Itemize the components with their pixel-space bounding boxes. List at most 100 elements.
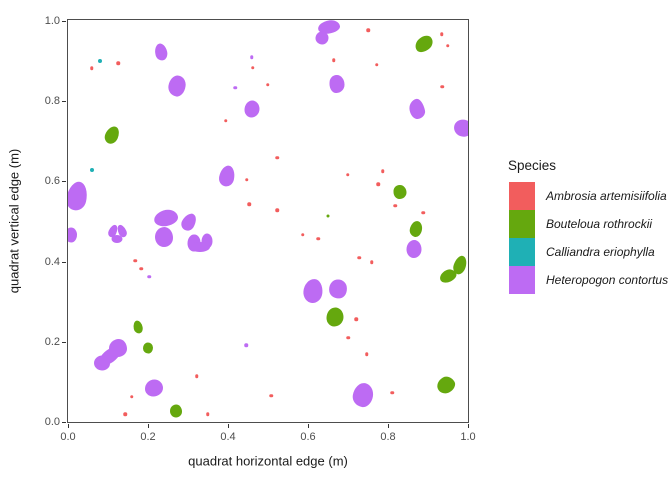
y-axis-title: quadrat vertical edge (m) (6, 148, 22, 294)
data-point (380, 169, 385, 173)
data-point (300, 232, 305, 237)
data-blob (327, 277, 349, 300)
data-point (366, 28, 370, 32)
data-point (194, 374, 199, 379)
data-point (139, 266, 143, 271)
data-point (421, 211, 426, 215)
plot-panel (67, 19, 469, 423)
x-tick-mark (388, 424, 389, 428)
data-blob (326, 307, 344, 327)
y-tick-label: 1.0 (44, 15, 60, 27)
data-point (332, 58, 336, 62)
y-tick-mark (62, 341, 66, 343)
data-blob (315, 31, 329, 45)
data-point (440, 84, 444, 89)
data-blob (167, 74, 187, 98)
data-point (374, 63, 379, 67)
data-blob (68, 180, 90, 213)
data-point (123, 412, 127, 416)
legend-entry-label: Ambrosia artemisiifolia (546, 189, 667, 203)
legend-entry: Heteropogon contortus (500, 266, 668, 294)
data-blob (451, 116, 468, 139)
data-point (250, 65, 255, 70)
data-point (364, 352, 369, 356)
data-blob (132, 319, 144, 335)
data-blob (145, 379, 164, 397)
data-blob (351, 381, 375, 409)
data-point (233, 86, 238, 90)
data-point (346, 173, 350, 177)
y-tick-mark (62, 101, 66, 103)
data-blob (329, 74, 345, 93)
legend-key-swatch (509, 182, 535, 210)
x-tick-label: 0.6 (300, 431, 316, 443)
x-tick-label: 0.2 (140, 431, 156, 443)
y-tick-label: 0.6 (44, 175, 60, 188)
data-blob (68, 227, 77, 243)
legend-entry-label: Bouteloua rothrockii (546, 217, 653, 231)
data-blob (152, 208, 180, 229)
data-point (244, 343, 248, 347)
data-point (266, 82, 270, 87)
y-tick-mark (62, 181, 66, 183)
data-point (247, 202, 252, 206)
legend-key-swatch (509, 238, 535, 266)
data-blob (102, 123, 122, 146)
data-point (275, 208, 279, 213)
x-tick-mark (468, 424, 469, 428)
data-point (224, 118, 228, 123)
data-blob (111, 234, 123, 243)
y-tick-label: 0.0 (44, 416, 60, 428)
y-tick-mark (62, 261, 66, 263)
legend-entry: Calliandra eriophylla (500, 238, 668, 266)
data-blob (201, 233, 213, 249)
y-tick-label: 0.2 (44, 335, 60, 348)
data-blob (406, 239, 422, 258)
data-point (390, 391, 394, 395)
y-tick-label: 0.8 (44, 95, 60, 108)
data-blob (155, 226, 174, 247)
y-tick-mark (62, 21, 66, 22)
data-point (89, 167, 94, 172)
data-blob (170, 404, 183, 418)
data-point (354, 317, 358, 321)
data-point (90, 66, 94, 70)
data-point (316, 237, 320, 241)
legend-entry-label: Heteropogon contortus (546, 273, 669, 287)
data-point (130, 395, 134, 399)
data-point (275, 155, 279, 160)
data-blob (407, 97, 427, 120)
x-tick-label: 0.4 (220, 431, 236, 443)
legend: Species Ambrosia artemisiifolia Bouteloua… (500, 158, 668, 294)
legend-key-swatch (509, 210, 535, 238)
data-point (393, 203, 397, 208)
x-tick-mark (148, 424, 149, 428)
data-point (244, 177, 249, 182)
x-tick-mark (68, 424, 69, 428)
data-point (147, 274, 152, 279)
data-blob (302, 278, 324, 305)
data-blob (244, 100, 260, 118)
data-point (206, 412, 210, 416)
data-blob (217, 163, 237, 188)
data-point (446, 43, 450, 48)
data-blob (178, 210, 200, 233)
data-point (440, 32, 444, 36)
data-blob (408, 219, 424, 238)
data-point (376, 182, 380, 186)
legend-title: Species (508, 158, 557, 173)
data-point (370, 260, 374, 264)
data-point (116, 61, 120, 66)
x-tick-label: 0.0 (60, 431, 76, 443)
data-point (346, 335, 350, 340)
data-blob (143, 342, 154, 354)
legend-key-swatch (509, 266, 535, 294)
data-blob (412, 32, 436, 56)
legend-entry: Ambrosia artemisiifolia (500, 182, 668, 210)
x-tick-label: 1.0 (460, 431, 476, 443)
data-point (326, 214, 330, 218)
x-tick-mark (308, 424, 309, 428)
data-blob (434, 373, 458, 397)
data-point (133, 259, 137, 263)
